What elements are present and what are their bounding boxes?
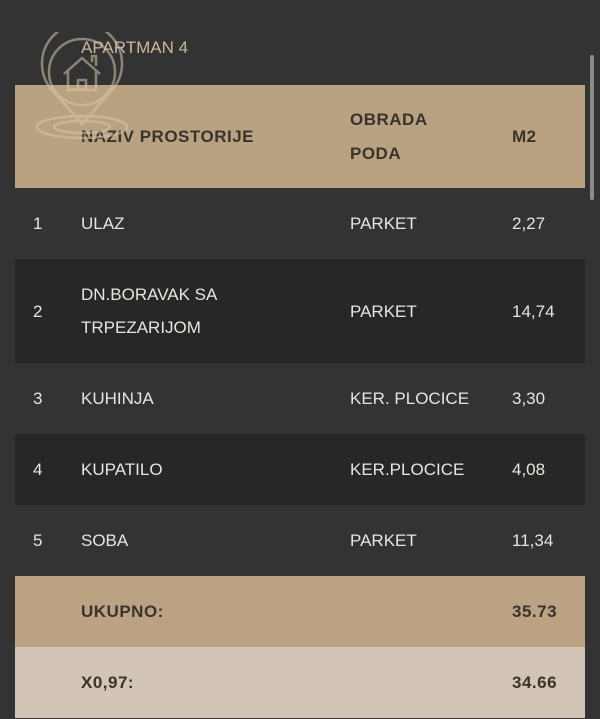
row-m2: 14,74 (512, 259, 585, 363)
row-name: SOBA (81, 530, 129, 550)
row-floor: PARKET (350, 530, 417, 550)
adjusted-row: X0,97: 34.66 (15, 647, 585, 718)
row-num: 3 (33, 388, 43, 408)
table-row: 3 KUHINJA KER. PLOCICE 3,30 (15, 363, 585, 434)
row-name: DN.BORAVAK SA TRPEZARIJOM (81, 259, 350, 363)
row-num: 5 (33, 530, 43, 550)
row-m2: 2,27 (512, 213, 546, 233)
empty-cell (350, 647, 512, 718)
row-m2: 11,34 (512, 530, 554, 550)
table-row: 2 DN.BORAVAK SA TRPEZARIJOM PARKET 14,74 (15, 259, 585, 363)
adjusted-value: 34.66 (512, 647, 585, 718)
total-value: 35.73 (512, 576, 585, 647)
house-location-pin-icon (35, 32, 129, 140)
row-name: KUPATILO (81, 434, 350, 505)
row-name: KUHINJA (81, 388, 154, 408)
row-floor: PARKET (350, 259, 512, 363)
row-floor: KER.PLOCICE (350, 434, 512, 505)
row-floor: PARKET (350, 213, 417, 233)
header-room-name: NAZIV PROSTORIJE (81, 85, 350, 188)
total-label: UKUPNO: (81, 576, 350, 647)
table-row: 1 ULAZ PARKET 2,27 (15, 188, 585, 259)
empty-cell (350, 576, 512, 647)
row-name: ULAZ (81, 213, 125, 233)
table-row: 5 SOBA PARKET 11,34 (15, 505, 585, 576)
header-m2: M2 (512, 85, 585, 188)
row-num: 2 (15, 259, 81, 363)
row-num: 1 (33, 213, 43, 233)
table-row: 4 KUPATILO KER.PLOCICE 4,08 (15, 434, 585, 505)
adjusted-label: X0,97: (81, 647, 350, 718)
empty-cell (15, 576, 81, 647)
row-floor: KER. PLOCICE (350, 388, 470, 408)
scrollbar[interactable] (590, 55, 594, 200)
row-m2: 4,08 (512, 434, 585, 505)
total-row: UKUPNO: 35.73 (15, 576, 585, 647)
row-num: 4 (15, 434, 81, 505)
row-m2: 3,30 (512, 388, 546, 408)
empty-cell (15, 647, 81, 718)
header-floor: OBRADA PODA (350, 85, 512, 188)
rooms-table: NAZIV PROSTORIJE OBRADA PODA M2 1 ULAZ P… (15, 85, 585, 718)
